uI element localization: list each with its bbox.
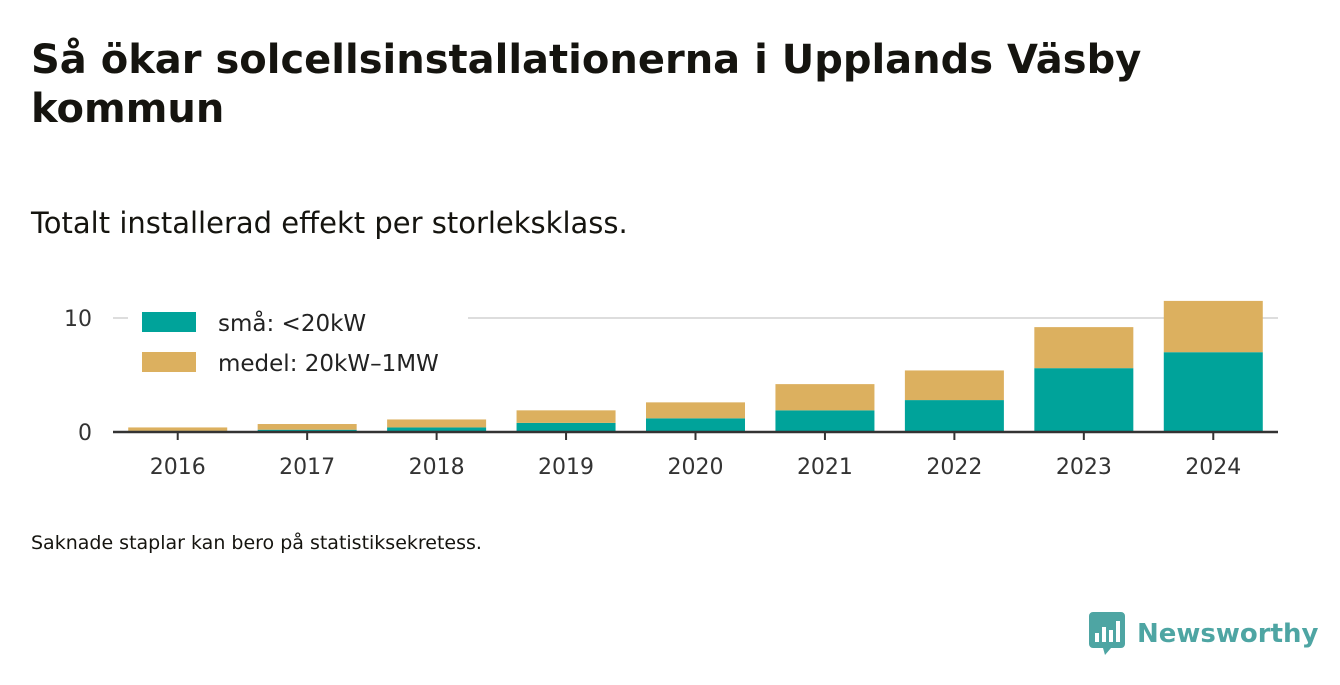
bar-segment-small-2019 <box>516 422 616 432</box>
bar-segment-small-2021 <box>775 410 875 432</box>
bar-segment-medium-2023 <box>1034 327 1134 369</box>
y-tick-label: 10 <box>64 307 92 332</box>
x-tick-label: 2019 <box>538 455 594 480</box>
bar-segment-medium-2018 <box>387 419 487 428</box>
x-tick-label: 2020 <box>668 455 724 480</box>
x-tick-label: 2016 <box>150 455 206 480</box>
axes: 0 10 2016 2017 2018 2019 2020 2021 2022 2023 2024 <box>64 307 1278 480</box>
footnote: Saknade staplar kan bero på statistiksek… <box>31 532 482 554</box>
x-tick-label: 2018 <box>409 455 465 480</box>
chart-title: Så ökar solcellsinstallationerna i Uppla… <box>31 37 1142 132</box>
bar-segment-medium-2024 <box>1163 300 1263 353</box>
bar-segment-small-2020 <box>646 418 745 432</box>
bar-segment-medium-2017 <box>257 424 357 430</box>
legend: små: <20kW medel: 20kW–1MW <box>128 300 468 386</box>
bar-segment-medium-2022 <box>904 370 1004 401</box>
bar-segment-medium-2016 <box>128 427 228 431</box>
bar-segment-medium-2020 <box>646 402 745 419</box>
chart-subtitle: Totalt installerad effekt per storlekskl… <box>31 206 628 240</box>
legend-label-medium: medel: 20kW–1MW <box>218 351 439 377</box>
x-tick-label: 2017 <box>279 455 335 480</box>
bar-segment-medium-2021 <box>775 384 875 411</box>
brand-name: Newsworthy <box>1137 619 1319 649</box>
bar-segment-small-2023 <box>1034 368 1134 432</box>
legend-label-small: små: <20kW <box>218 309 366 337</box>
newsworthy-chart-bubble-icon <box>1089 612 1125 655</box>
legend-swatch-medium <box>142 352 196 372</box>
bars <box>128 300 1263 432</box>
legend-swatch-small <box>142 312 196 332</box>
bar-segment-small-2018 <box>387 427 487 432</box>
bar-segment-small-2024 <box>1163 352 1263 432</box>
x-tick-label: 2021 <box>797 455 853 480</box>
x-tick-label: 2022 <box>926 455 982 480</box>
newsworthy-logo: Newsworthy <box>1089 612 1318 656</box>
stacked-bar-chart: små: <20kW medel: 20kW–1MW 0 10 2016 2017 201… <box>64 300 1278 480</box>
x-tick-label: 2024 <box>1185 455 1241 480</box>
bar-segment-small-2022 <box>904 400 1004 432</box>
x-tick-label: 2023 <box>1056 455 1112 480</box>
y-tick-label: 0 <box>78 421 92 446</box>
bar-segment-medium-2019 <box>516 410 616 423</box>
